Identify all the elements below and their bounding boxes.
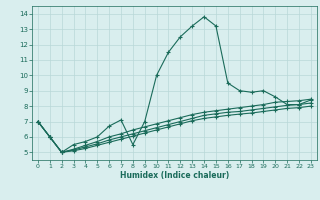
X-axis label: Humidex (Indice chaleur): Humidex (Indice chaleur) — [120, 171, 229, 180]
